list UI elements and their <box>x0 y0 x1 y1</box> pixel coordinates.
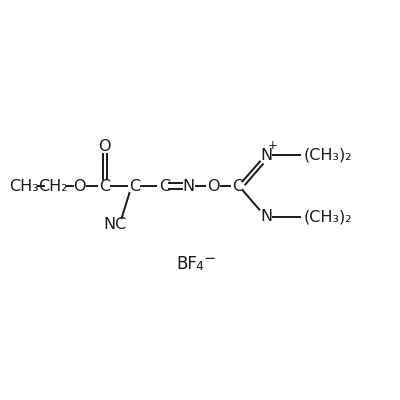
Text: CH₃: CH₃ <box>10 178 39 194</box>
Text: +: + <box>268 139 278 152</box>
Text: O: O <box>73 178 86 194</box>
Text: NC: NC <box>103 217 126 232</box>
Text: N: N <box>261 148 273 163</box>
Text: (CH₃)₂: (CH₃)₂ <box>303 209 352 224</box>
Text: 4: 4 <box>195 260 203 273</box>
Text: C: C <box>159 178 170 194</box>
Text: C: C <box>129 178 140 194</box>
Text: C: C <box>232 178 243 194</box>
Text: (CH₃)₂: (CH₃)₂ <box>303 148 352 163</box>
Text: CH₂: CH₂ <box>38 178 68 194</box>
Text: N: N <box>261 209 273 224</box>
Text: C: C <box>99 178 110 194</box>
Text: −: − <box>203 251 216 266</box>
Text: O: O <box>98 139 111 154</box>
Text: O: O <box>207 178 219 194</box>
Text: BF: BF <box>176 254 197 272</box>
Text: N: N <box>183 178 195 194</box>
